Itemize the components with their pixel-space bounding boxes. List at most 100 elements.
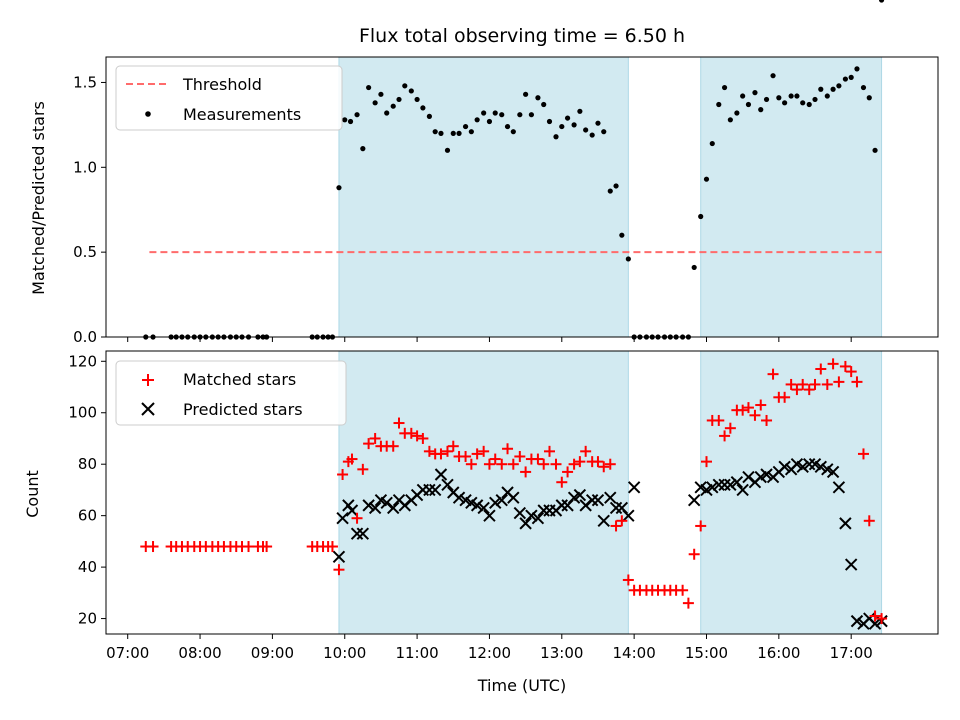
matched-star-marker [326, 541, 338, 553]
matched-star-marker [797, 378, 809, 390]
measurement-point [462, 123, 469, 130]
measurement-point [691, 264, 697, 271]
x-tick-label: 14:00 [613, 644, 656, 662]
measurement-point [486, 118, 493, 125]
measurement-point [432, 129, 438, 135]
top-shaded-region-2 [700, 56, 883, 338]
measurement-point [625, 256, 631, 262]
measurement-point [402, 83, 408, 89]
predicted-star-marker [687, 494, 701, 507]
matched-star-marker [532, 453, 544, 465]
legend-bottom: Matched stars Predicted stars [115, 360, 347, 426]
measurement-point [354, 112, 360, 118]
matched-star-marker [815, 363, 827, 375]
matched-star-marker [502, 443, 514, 455]
matched-star-marker [562, 466, 574, 478]
legend-matched-swatch [142, 374, 154, 386]
measurement-point [716, 101, 722, 108]
measurement-point [818, 86, 824, 92]
measurement-point [456, 130, 462, 136]
predicted-star-marker [796, 460, 809, 473]
measurement-point [812, 96, 818, 103]
predicted-star-marker [434, 468, 448, 481]
matched-star-marker [147, 541, 159, 553]
measurement-point [474, 117, 480, 123]
measurement-point [571, 122, 577, 128]
x-tick-label: 12:00 [468, 644, 511, 662]
matched-star-marker [598, 461, 610, 473]
matched-star-marker [483, 458, 495, 470]
matched-star-marker [556, 476, 568, 488]
measurement-point [444, 147, 451, 153]
x-tick-label: 11:00 [395, 644, 438, 662]
matched-star-marker [616, 515, 628, 527]
measurement-point [866, 95, 872, 101]
measurement-point [535, 95, 541, 101]
matched-star-marker [755, 399, 767, 411]
measurement-point [872, 147, 878, 153]
matched-star-marker [435, 448, 447, 460]
measurement-point [360, 146, 366, 152]
predicted-star-marker [519, 517, 532, 530]
measurement-point [745, 101, 752, 108]
predicted-star-marker [760, 468, 773, 481]
x-tick-label: 13:00 [540, 644, 583, 662]
predicted-star-marker [525, 509, 538, 522]
matched-star-marker [496, 458, 508, 470]
bottom-panel: 20 40 60 80 100 120 07:00 08:00 09:00 10:00 11:00 1… [68, 350, 939, 662]
predicted-star-marker [423, 483, 436, 497]
top-plot-frame [105, 56, 939, 338]
measurement-point [824, 93, 830, 99]
matched-star-marker [622, 574, 634, 586]
legend-predicted-swatch [141, 402, 155, 416]
matched-star-marker [695, 520, 707, 532]
measurement-point [842, 76, 848, 82]
predicted-star-marker [597, 514, 610, 528]
matched-star-marker [767, 368, 779, 380]
matched-star-marker [803, 384, 815, 396]
top-y-tick-label: 1.5 [73, 73, 97, 91]
x-tick-label: 15:00 [685, 644, 728, 662]
x-tick-label: 16:00 [757, 644, 800, 662]
measurement-point [347, 118, 354, 125]
predicted-star-marker [585, 494, 599, 507]
x-tick-label: 09:00 [251, 644, 294, 662]
matched-star-marker [719, 430, 731, 442]
measurement-point [763, 96, 770, 103]
measurement-point [481, 110, 487, 116]
measurement-point [698, 213, 704, 220]
top-panel: 0.0 0.5 1.0 1.5 [73, 0, 939, 346]
measurement-point [806, 101, 812, 108]
matched-star-marker [742, 402, 754, 414]
measurement-point [450, 130, 456, 136]
measurement-point [589, 132, 595, 138]
matched-star-marker [851, 376, 863, 388]
matched-star-marker [700, 456, 712, 468]
predicted-star-marker [844, 558, 858, 571]
predicted-star-marker [356, 527, 370, 540]
matched-star-marker [677, 584, 689, 596]
matched-star-marker [876, 613, 888, 625]
matched-star-marker [833, 376, 845, 388]
predicted-star-marker [839, 517, 852, 530]
matched-star-marker [411, 430, 423, 442]
measurement-point [770, 73, 776, 79]
measurement-point [553, 134, 559, 140]
predicted-star-marker [428, 483, 442, 497]
measurement-point [721, 84, 728, 91]
matched-star-marker [417, 432, 429, 444]
measurement-point [528, 112, 535, 118]
predicted-star-marker [724, 478, 737, 491]
predicted-star-marker [627, 481, 641, 494]
measurement-point [396, 96, 402, 103]
matched-star-marker [357, 463, 369, 475]
top-y-tick-label: 0.5 [73, 243, 97, 261]
x-tick-label: 07:00 [106, 644, 149, 662]
predicted-star-marker [591, 494, 605, 507]
measurement-point [860, 84, 867, 91]
matched-star-marker [351, 512, 363, 524]
matched-star-marker [574, 456, 586, 468]
predicted-star-marker [814, 460, 828, 473]
matched-star-marker [441, 445, 453, 457]
